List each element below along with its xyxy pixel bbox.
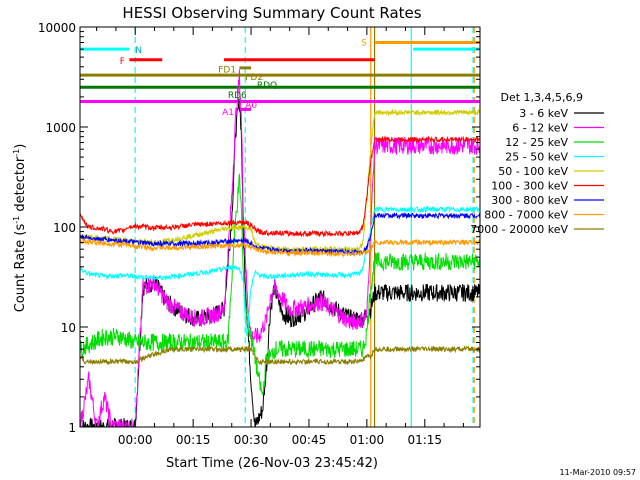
y-axis-label-sup2: -1	[12, 149, 21, 157]
flag-label-a1: A1	[222, 108, 234, 118]
flag-label-fd2: FD2	[245, 73, 263, 83]
y-axis-label-sup1: -1	[12, 216, 21, 224]
y-tick-label: 1	[68, 421, 76, 435]
x-tick-label: 00:30	[234, 433, 269, 447]
series-line-5	[80, 135, 480, 238]
legend-label: 300 - 800 keV	[491, 194, 568, 207]
y-axis-label-part3: )	[13, 144, 28, 149]
flag-label-s: S	[361, 38, 367, 48]
x-tick-label: 00:45	[292, 433, 327, 447]
x-tick-label: 00:00	[118, 433, 153, 447]
x-tick-label: 00:15	[176, 433, 211, 447]
x-axis-label: Start Time (26-Nov-03 23:45:42)	[166, 456, 378, 471]
y-axis-label-part1: Count Rate (s	[13, 224, 28, 313]
y-tick-label: 10000	[38, 21, 76, 35]
footer-date: 11-Mar-2010 09:57	[560, 468, 637, 477]
legend-label: 25 - 50 keV	[505, 151, 568, 164]
series-line-2	[80, 173, 480, 396]
flag-label-fd1: FD1	[218, 65, 236, 75]
y-tick-label: 100	[53, 221, 76, 235]
legend-label: 50 - 100 keV	[498, 165, 568, 178]
series-line-3	[80, 205, 480, 336]
series-line-7	[80, 237, 480, 258]
legend-label: 100 - 300 keV	[491, 180, 568, 193]
y-axis-label: Count Rate (s-1 detector-1)	[12, 144, 28, 313]
y-tick-label: 1000	[45, 121, 76, 135]
x-tick-label: 01:00	[350, 433, 385, 447]
chart-title: HESSI Observing Summary Count Rates	[122, 4, 421, 22]
axes: 00:00 00:15 00:30 00:45 01:00 01:15 1 10 100 1000…	[38, 21, 480, 447]
series-line-8	[80, 344, 480, 366]
flag-label-n: N	[135, 46, 142, 56]
flag-label-f: F	[120, 57, 125, 67]
legend-label: 6 - 12 keV	[512, 122, 568, 135]
legend-label: 7000 - 20000 keV	[470, 223, 568, 236]
flag-label-a0: A0	[245, 101, 257, 111]
y-tick-label: 10	[61, 321, 76, 335]
y-axis-label-part2: detector	[13, 156, 28, 216]
flag-label-rdq: RDQ	[257, 81, 277, 91]
legend-label: 3 - 6 keV	[519, 107, 568, 120]
series-line-0	[80, 98, 480, 427]
x-tick-label: 01:15	[407, 433, 442, 447]
flag-label-rd6: RD6	[228, 91, 247, 101]
legend-label: 12 - 25 keV	[505, 136, 568, 149]
legend-title: Det 1,3,4,5,6,9	[500, 91, 583, 104]
legend-label: 800 - 7000 keV	[484, 209, 568, 222]
